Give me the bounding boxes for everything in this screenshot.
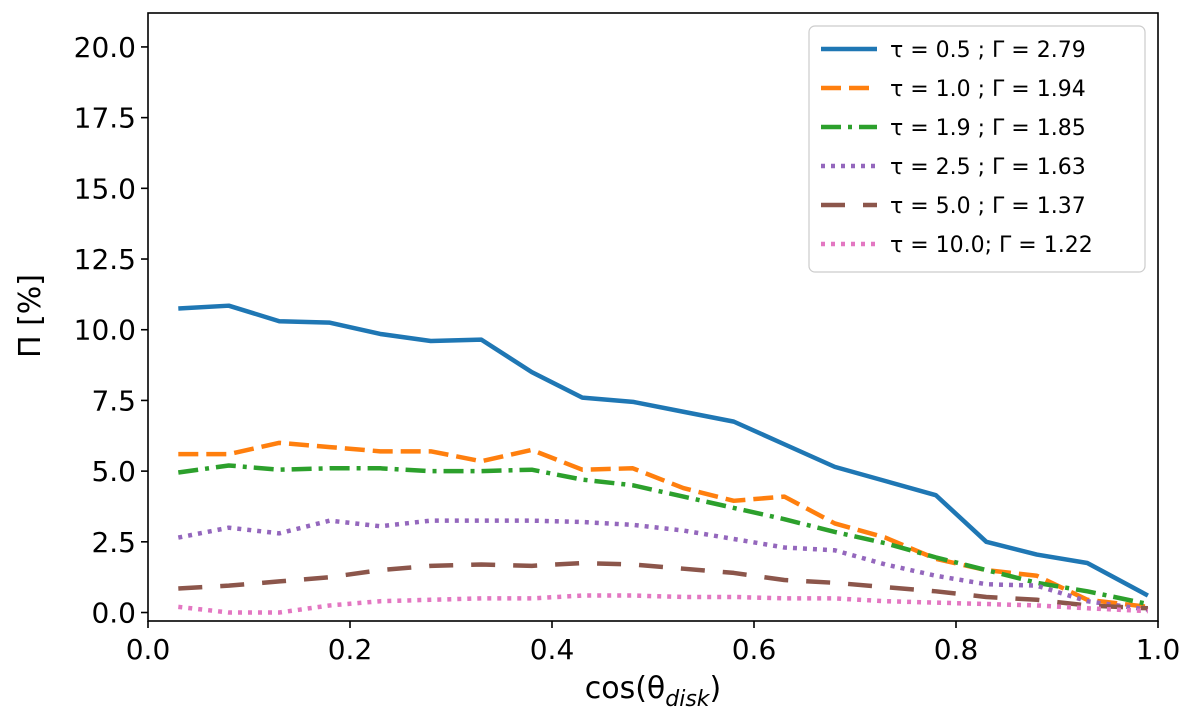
legend-label-5: τ = 5.0 ; Γ = 1.37 (890, 194, 1086, 219)
legend: τ = 0.5 ; Γ = 2.79 τ = 1.0 ; Γ = 1.94 τ = … (808, 25, 1146, 273)
y-tick-label: 10.0 (74, 314, 136, 347)
y-tick-label: 17.5 (74, 102, 136, 135)
legend-label-1: τ = 0.5 ; Γ = 2.79 (890, 38, 1086, 63)
x-tick-label: 0.0 (126, 633, 171, 666)
x-tick-label: 0.8 (934, 633, 979, 666)
y-tick-label: 2.5 (91, 526, 136, 559)
x-tick-label: 0.4 (530, 633, 575, 666)
series-layer (177, 303, 1149, 615)
legend-items: τ = 0.5 ; Γ = 2.79 τ = 1.0 ; Γ = 1.94 τ = … (821, 38, 1093, 258)
legend-label-6: τ = 10.0; Γ = 1.22 (890, 233, 1093, 258)
series-line-5 (178, 560, 1149, 611)
y-tick-label: 15.0 (74, 172, 136, 205)
series-line-6 (178, 593, 1149, 615)
x-axis: 0.0 0.2 0.4 0.6 0.8 1.0 (126, 621, 1181, 666)
legend-label-4: τ = 2.5 ; Γ = 1.63 (890, 155, 1086, 180)
y-tick-label: 7.5 (91, 384, 136, 417)
y-axis: 0.0 2.5 5.0 7.5 10.0 12.5 15.0 17.5 20.0 (74, 31, 148, 630)
legend-box (808, 25, 1146, 273)
legend-label-3: τ = 1.9 ; Γ = 1.85 (890, 116, 1086, 141)
y-axis-label: Π [%] (13, 274, 48, 358)
y-tick-label: 0.0 (91, 597, 136, 630)
y-tick-label: 12.5 (74, 243, 136, 276)
series-line-1 (178, 303, 1149, 598)
x-axis-label: cos(θdisk) (585, 671, 722, 712)
x-axis-label-close: ) (710, 671, 722, 706)
x-tick-label: 0.6 (732, 633, 777, 666)
plot-frame (147, 12, 1159, 622)
series-line-4 (177, 518, 1149, 612)
legend-label-2: τ = 1.0 ; Γ = 1.94 (890, 77, 1086, 102)
x-axis-label-subscript: disk (665, 687, 711, 712)
y-tick-label: 20.0 (74, 31, 136, 64)
series-line-3 (177, 463, 1149, 607)
y-tick-label: 5.0 (91, 455, 136, 488)
x-tick-label: 1.0 (1136, 633, 1181, 666)
x-tick-label: 0.2 (328, 633, 373, 666)
